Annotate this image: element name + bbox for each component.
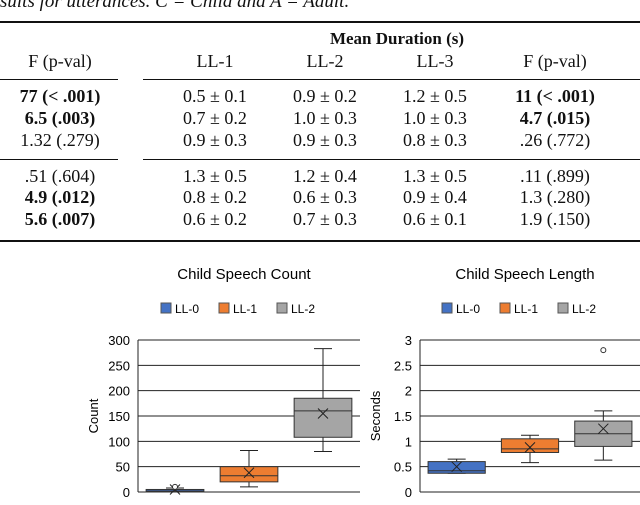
table-cell: 4.7 (.015)	[519, 108, 591, 128]
table-cell: .51 (.604)	[24, 166, 96, 186]
table-cell: 6.5 (.003)	[24, 108, 96, 128]
table-cell: 0.8 ± 0.3	[403, 130, 467, 150]
y-axis-label: Count	[86, 398, 101, 433]
table-cell: 1.0 ± 0.3	[293, 108, 357, 128]
table-cell: 0.9 ± 0.3	[293, 130, 357, 150]
child-speech-length-chart: Child Speech Length LL-0 LL-1 LL-2 0 0.5 1 1.5 2…	[368, 266, 640, 500]
mean-marker	[317, 408, 329, 419]
y-tick-label: 3	[405, 333, 412, 348]
header-rule-right	[143, 79, 640, 80]
table-cell: 0.9 ± 0.4	[403, 187, 467, 207]
legend-label: LL-2	[572, 302, 596, 316]
table-cell: 1.3 ± 0.5	[183, 166, 247, 186]
y-tick-label: 150	[108, 409, 130, 424]
column-header: LL-1	[196, 51, 234, 71]
table-cell: 0.9 ± 0.2	[293, 86, 357, 106]
table-cell: 0.5 ± 0.1	[183, 86, 247, 106]
group-header: Mean Duration (s)	[329, 29, 465, 48]
table-caption: sults for utterances. C = Child and A = …	[0, 0, 350, 12]
column-header: F (p-val)	[28, 51, 92, 71]
y-tick-label: 250	[108, 358, 130, 373]
mid-rule-right	[143, 159, 640, 160]
outlier-point	[600, 347, 607, 354]
legend-label: LL-0	[175, 302, 199, 316]
mean-marker	[597, 423, 609, 435]
table-cell: 5.6 (.007)	[24, 209, 96, 229]
legend-swatch	[160, 302, 172, 314]
column-header: F (p-val)	[523, 51, 587, 71]
y-tick-label: 2	[405, 384, 412, 399]
y-tick-label: 1.5	[394, 409, 412, 424]
y-tick-label: 300	[108, 333, 130, 348]
y-axis-label: Seconds	[368, 390, 383, 441]
legend-label: LL-1	[233, 302, 257, 316]
table-cell: 1.9 (.150)	[519, 209, 591, 229]
y-tick-label: 1	[405, 434, 412, 449]
table-cell: 0.7 ± 0.2	[183, 108, 247, 128]
table-cell: 4.9 (.012)	[24, 187, 96, 207]
outlier-point	[172, 483, 178, 490]
table-cell: .26 (.772)	[519, 130, 591, 150]
legend-swatch	[499, 302, 511, 314]
mean-marker	[243, 467, 255, 479]
box-ll-1	[219, 466, 279, 483]
table-cell: .11 (.899)	[520, 166, 590, 186]
legend-label: LL-0	[456, 302, 480, 316]
table-cell: 1.0 ± 0.3	[403, 108, 467, 128]
y-tick-label: 50	[116, 460, 130, 475]
bottom-rule	[0, 240, 640, 242]
table-cell: 1.32 (.279)	[20, 130, 100, 150]
mid-rule-left	[0, 159, 118, 160]
table-cell: 1.3 ± 0.5	[403, 166, 467, 186]
mean-marker	[451, 461, 463, 473]
header-rule-left	[0, 79, 118, 80]
legend-swatch	[218, 302, 230, 314]
child-speech-count-chart: Child Speech Count LL-0 LL-1 LL-2 0 50 100 150 2…	[86, 266, 360, 500]
box-ll-0	[427, 461, 486, 474]
legend-swatch	[557, 302, 569, 314]
table-cell: 0.8 ± 0.2	[183, 187, 247, 207]
legend-label: LL-2	[291, 302, 315, 316]
mean-marker	[524, 442, 536, 453]
table-cell: 0.6 ± 0.3	[293, 187, 357, 207]
legend-swatch	[276, 302, 288, 314]
table-cell: 1.3 (.280)	[519, 187, 591, 207]
table-cell: 0.6 ± 0.2	[183, 209, 247, 229]
column-header: LL-3	[416, 51, 454, 71]
y-tick-label: 2.5	[394, 358, 412, 373]
column-header: LL-2	[306, 51, 344, 71]
y-tick-label: 0	[405, 485, 412, 500]
table-cell: 11 (< .001)	[515, 86, 595, 106]
table-cell: 0.6 ± 0.1	[403, 209, 467, 229]
y-tick-label: 200	[108, 384, 130, 399]
table-cell: 1.2 ± 0.4	[293, 166, 357, 186]
table-cell: 0.9 ± 0.3	[183, 130, 247, 150]
y-tick-label: 0	[123, 485, 130, 500]
table-cell: 0.7 ± 0.3	[293, 209, 357, 229]
chart-title: Child Speech Count	[177, 266, 311, 283]
y-tick-label: 100	[108, 434, 130, 449]
table-cell: 77 (< .001)	[19, 86, 101, 106]
legend-swatch	[441, 302, 453, 314]
chart-title: Child Speech Length	[455, 266, 594, 283]
top-rule	[0, 21, 640, 23]
legend-label: LL-1	[514, 302, 538, 316]
table-cell: 1.2 ± 0.5	[403, 86, 467, 106]
box-ll-1	[500, 438, 560, 453]
y-tick-label: 0.5	[394, 460, 412, 475]
box-ll-2	[293, 397, 353, 438]
